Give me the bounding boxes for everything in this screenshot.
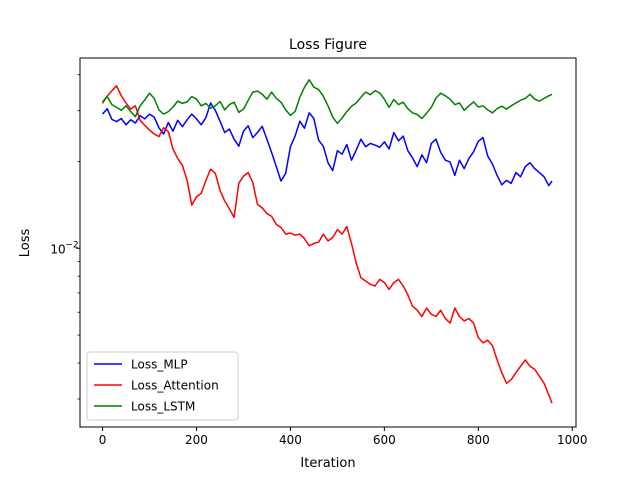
x-tick-label: 200 (185, 433, 208, 447)
series-line-loss-mlp (101, 102, 553, 187)
legend: Loss_MLP Loss_Attention Loss_LSTM (86, 351, 239, 421)
x-tick-label: 800 (467, 433, 490, 447)
x-tick-label: 400 (279, 433, 302, 447)
x-axis-label: Iteration (300, 456, 355, 471)
y-tick-exponent: −2 (65, 240, 78, 250)
x-tick-label: 600 (373, 433, 396, 447)
legend-label: Loss_Attention (131, 379, 219, 393)
x-tick-label: 0 (99, 433, 107, 447)
y-axis-label: Loss (18, 229, 33, 258)
y-tick-label: 10 (50, 242, 65, 256)
y-axis: 10 −2 (50, 74, 80, 400)
series-line-loss-attention (101, 85, 553, 404)
legend-box (86, 351, 239, 421)
legend-label: Loss_LSTM (131, 400, 195, 414)
legend-label: Loss_MLP (131, 358, 188, 372)
series-line-loss-lstm (101, 79, 553, 125)
x-axis: 0 200 400 600 800 1000 (99, 427, 588, 447)
x-tick-label: 1000 (557, 433, 588, 447)
chart-title: Loss Figure (289, 37, 367, 53)
plot-frame (79, 57, 577, 428)
series-group (101, 79, 553, 404)
